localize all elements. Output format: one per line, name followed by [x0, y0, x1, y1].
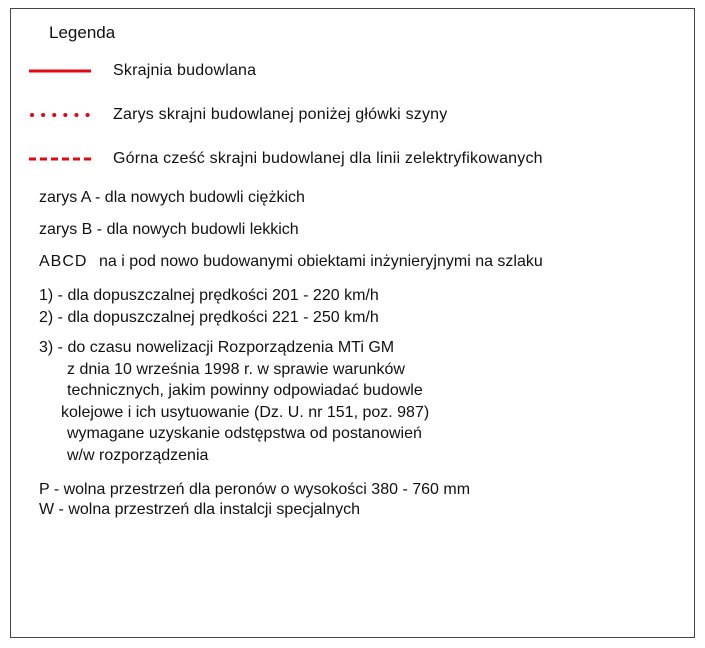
note-3-l1: 3) - do czasu nowelizacji Rozporządzenia… [39, 339, 394, 356]
line-solid-icon [29, 61, 91, 81]
legend-label-solid: Skrajnia budowlana [113, 62, 256, 80]
legend-label-dashed: Górna cześć skrajni budowlanej dla linii… [113, 150, 543, 168]
note-3-l4: kolejowe i ich usytuowanie (Dz. U. nr 15… [39, 402, 676, 424]
line-zarys-a: zarys A - dla nowych budowli ciężkich [39, 189, 676, 207]
abcd-text: na i pod nowo budowanymi obiektami inżyn… [99, 253, 543, 271]
legend-item-dotted: Zarys skrajni budowlanej poniżej główki … [39, 105, 676, 125]
legend-item-solid: Skrajnia budowlana [39, 61, 676, 81]
line-abcd: ABCD na i pod nowo budowanymi obiektami … [39, 253, 676, 271]
line-p: P - wolna przestrzeń dla peronów o wysok… [39, 481, 676, 499]
line-dashed-icon [29, 149, 91, 169]
legend-item-dashed: Górna cześć skrajni budowlanej dla linii… [39, 149, 676, 169]
note-3-l5: wymagane uzyskanie odstępstwa od postano… [39, 423, 676, 445]
line-w: W - wolna przestrzeń dla instalcji specj… [39, 501, 676, 519]
legend-label-dotted: Zarys skrajni budowlanej poniżej główki … [113, 106, 447, 124]
line-dotted-icon [29, 105, 91, 125]
legend-title: Legenda [49, 23, 676, 43]
note-3-l2: z dnia 10 września 1998 r. w sprawie war… [39, 359, 676, 381]
line-speed-1: 1) - dla dopuszczalnej prędkości 201 - 2… [39, 287, 676, 305]
note-3-l3: technicznych, jakim powinny odpowiadać b… [39, 380, 676, 402]
abcd-key: ABCD [39, 253, 99, 271]
note-3-l6: w/w rozporządzenia [39, 445, 676, 467]
note-3: 3) - do czasu nowelizacji Rozporządzenia… [39, 337, 676, 467]
line-zarys-b: zarys B - dla nowych budowli lekkich [39, 221, 676, 239]
legend-panel: Legenda Skrajnia budowlana Zarys skrajni… [10, 8, 695, 638]
line-speed-2: 2) - dla dopuszczalnej prędkości 221 - 2… [39, 309, 676, 327]
